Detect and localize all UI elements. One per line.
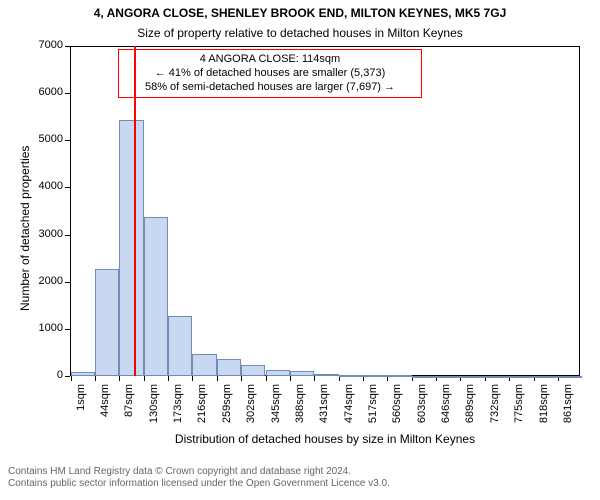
histogram-bar xyxy=(363,375,387,377)
annotation-line-1: 4 ANGORA CLOSE: 114sqm xyxy=(125,53,415,67)
x-tick-label: 130sqm xyxy=(148,384,160,434)
chart-subtitle: Size of property relative to detached ho… xyxy=(0,26,600,40)
x-tick xyxy=(339,376,340,381)
x-tick-label: 1sqm xyxy=(75,384,87,434)
footer-line-1: Contains HM Land Registry data © Crown c… xyxy=(8,466,592,478)
y-tick-label: 2000 xyxy=(29,275,63,287)
annotation-line-3: 58% of semi-detached houses are larger (… xyxy=(125,81,415,95)
histogram-bar xyxy=(534,376,558,378)
x-tick-label: 259sqm xyxy=(221,384,233,434)
x-tick-label: 431sqm xyxy=(318,384,330,434)
x-tick-label: 861sqm xyxy=(562,384,574,434)
x-tick-label: 44sqm xyxy=(99,384,111,434)
x-tick xyxy=(144,376,145,381)
annotation-box: 4 ANGORA CLOSE: 114sqm ← 41% of detached… xyxy=(118,49,422,98)
y-tick xyxy=(65,46,70,47)
x-tick-label: 474sqm xyxy=(343,384,355,434)
x-tick xyxy=(290,376,291,381)
x-tick-label: 216sqm xyxy=(196,384,208,434)
x-tick-label: 646sqm xyxy=(440,384,452,434)
histogram-bar xyxy=(241,365,265,376)
x-axis-label: Distribution of detached houses by size … xyxy=(70,432,580,446)
x-tick-label: 732sqm xyxy=(489,384,501,434)
footer-attribution: Contains HM Land Registry data © Crown c… xyxy=(8,466,592,490)
y-tick-label: 6000 xyxy=(29,86,63,98)
histogram-bar xyxy=(168,316,192,376)
histogram-bar xyxy=(387,375,411,377)
histogram-bar xyxy=(339,375,363,377)
chart-title-address: 4, ANGORA CLOSE, SHENLEY BROOK END, MILT… xyxy=(0,6,600,20)
y-tick-label: 7000 xyxy=(29,39,63,51)
x-tick-label: 345sqm xyxy=(270,384,282,434)
footer-line-2: Contains public sector information licen… xyxy=(8,478,592,490)
y-tick-label: 0 xyxy=(29,369,63,381)
histogram-bar xyxy=(119,120,143,376)
x-tick-label: 87sqm xyxy=(123,384,135,434)
x-tick-label: 517sqm xyxy=(367,384,379,434)
x-tick xyxy=(119,376,120,381)
x-tick xyxy=(168,376,169,381)
histogram-bar xyxy=(192,354,216,376)
histogram-bar xyxy=(217,359,241,376)
y-tick xyxy=(65,93,70,94)
x-tick xyxy=(314,376,315,381)
x-tick-label: 603sqm xyxy=(416,384,428,434)
annotation-line-2: ← 41% of detached houses are smaller (5,… xyxy=(125,67,415,81)
x-tick-label: 689sqm xyxy=(464,384,476,434)
x-tick xyxy=(217,376,218,381)
y-tick xyxy=(65,187,70,188)
y-tick xyxy=(65,282,70,283)
histogram-bar xyxy=(95,269,119,376)
histogram-bar xyxy=(412,376,436,378)
x-tick xyxy=(71,376,72,381)
histogram-bar xyxy=(144,217,168,376)
x-tick-label: 560sqm xyxy=(391,384,403,434)
histogram-bar xyxy=(436,376,460,378)
x-tick-label: 388sqm xyxy=(294,384,306,434)
x-tick xyxy=(266,376,267,381)
histogram-bar xyxy=(314,374,338,376)
y-tick xyxy=(65,235,70,236)
y-tick-label: 5000 xyxy=(29,133,63,145)
histogram-bar xyxy=(460,376,484,378)
x-tick-label: 302sqm xyxy=(245,384,257,434)
y-tick xyxy=(65,376,70,377)
reference-line xyxy=(134,46,136,376)
y-tick xyxy=(65,329,70,330)
histogram-bar xyxy=(290,371,314,376)
x-tick-label: 173sqm xyxy=(172,384,184,434)
histogram-bar xyxy=(266,370,290,376)
x-tick xyxy=(95,376,96,381)
histogram-bar xyxy=(558,376,582,378)
x-tick-label: 775sqm xyxy=(513,384,525,434)
x-tick xyxy=(241,376,242,381)
histogram-bar xyxy=(71,372,95,376)
x-tick xyxy=(192,376,193,381)
y-tick-label: 4000 xyxy=(29,180,63,192)
x-tick-label: 818sqm xyxy=(538,384,550,434)
y-tick xyxy=(65,140,70,141)
histogram-bar xyxy=(485,376,509,378)
histogram-bar xyxy=(509,376,533,378)
y-tick-label: 3000 xyxy=(29,228,63,240)
y-tick-label: 1000 xyxy=(29,322,63,334)
